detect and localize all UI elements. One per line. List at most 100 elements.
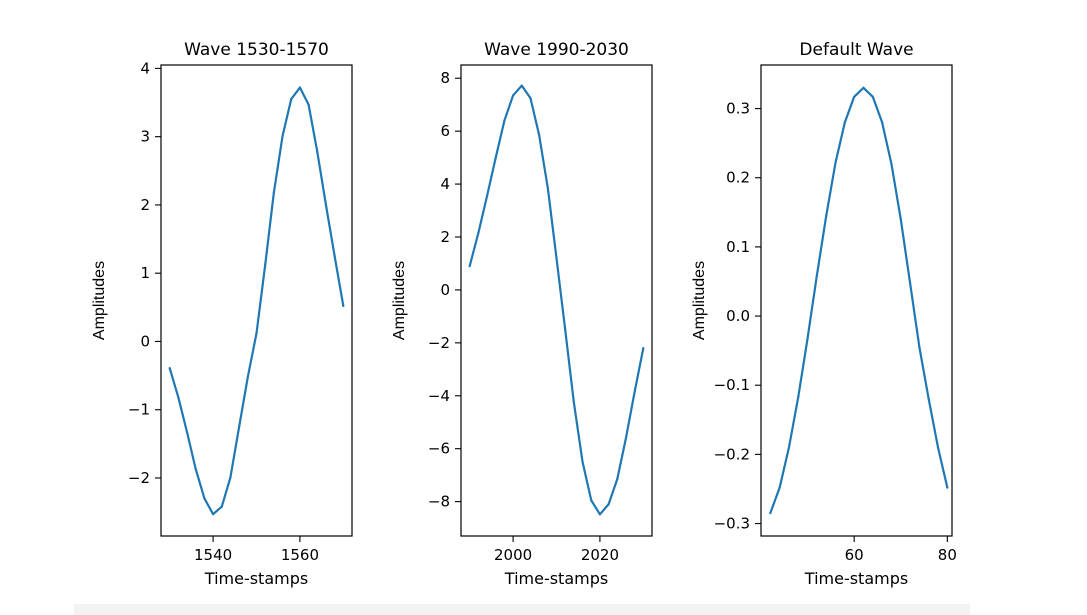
y-tick-label: 0.2 — [726, 169, 750, 187]
data-point — [168, 366, 171, 370]
wave-line — [769, 86, 949, 514]
data-point — [194, 468, 197, 471]
data-point — [485, 194, 489, 198]
data-point — [546, 186, 549, 190]
data-point — [616, 478, 619, 481]
wave-line — [468, 84, 645, 516]
data-point — [834, 161, 837, 164]
data-point — [797, 395, 800, 399]
y-tick-label: 4 — [140, 59, 150, 77]
data-point — [555, 257, 558, 260]
data-point — [806, 337, 809, 340]
y-tick-label: −2 — [428, 334, 450, 352]
data-point — [185, 431, 189, 434]
data-point — [564, 328, 567, 331]
subplot-title: Wave 1990-2030 — [484, 40, 629, 60]
data-point — [203, 497, 206, 500]
data-point — [229, 476, 232, 479]
data-point — [324, 203, 328, 207]
subplot-title: Wave 1530-1570 — [184, 40, 329, 60]
data-point — [316, 150, 319, 153]
y-tick-label: 0.0 — [726, 307, 750, 325]
y-tick-label: 0 — [140, 332, 150, 350]
y-tick-label: 0.3 — [726, 100, 750, 118]
y-tick-label: 3 — [140, 128, 150, 146]
x-axis-label: Time-stamps — [504, 569, 608, 588]
data-point — [572, 401, 575, 404]
y-tick-label: 1 — [140, 264, 150, 282]
data-point — [511, 94, 515, 97]
y-tick-label: −1 — [128, 401, 150, 419]
data-point — [624, 437, 628, 440]
y-tick-label: 2 — [140, 196, 150, 214]
data-point — [899, 218, 902, 221]
data-point — [255, 332, 258, 335]
data-point — [881, 121, 884, 124]
y-tick-label: −0.1 — [714, 376, 750, 394]
y-tick-label: −4 — [428, 387, 450, 405]
y-tick-label: 2 — [440, 228, 450, 246]
subplot-3: −0.3 −0.2 −0.1 0.0 0.1 0.2 0.3 60 80 Default Wave… — [691, 40, 957, 588]
data-point — [936, 446, 940, 449]
data-point — [815, 274, 819, 277]
y-tick-label: 0.1 — [726, 238, 750, 256]
y-tick-label: −2 — [128, 469, 150, 487]
data-point — [503, 119, 506, 122]
data-point — [862, 86, 865, 89]
data-point — [494, 156, 497, 159]
data-point — [211, 513, 215, 516]
data-point — [598, 513, 602, 516]
data-point — [769, 512, 772, 515]
y-axis-label: Amplitudes — [91, 261, 108, 340]
axes-frame — [760, 64, 953, 537]
data-point — [590, 499, 593, 502]
data-point — [238, 425, 241, 428]
data-point — [264, 263, 267, 267]
y-axis-label: Amplitudes — [691, 261, 708, 340]
data-point — [333, 255, 336, 258]
data-point — [298, 86, 302, 89]
axes-frame — [460, 64, 653, 537]
data-point — [946, 486, 949, 489]
data-point — [290, 98, 293, 101]
y-tick-label: −8 — [428, 493, 450, 511]
data-point — [853, 95, 856, 98]
subplot-title: Default Wave — [799, 40, 913, 60]
data-point — [220, 505, 223, 508]
subplot-1: −2 −1 0 1 2 3 4 1540 1560 Wave 1530-1570 Time-stam… — [91, 40, 353, 588]
data-point — [307, 103, 310, 106]
x-tick-label: 1540 — [194, 546, 232, 564]
data-point — [787, 446, 791, 449]
data-point — [843, 121, 846, 124]
data-point — [918, 346, 921, 349]
data-point — [927, 397, 930, 401]
x-axis-label: Time-stamps — [804, 569, 908, 588]
data-point — [778, 486, 781, 489]
data-point — [825, 214, 828, 217]
data-point — [342, 304, 345, 308]
horizontal-scroll-strip — [74, 604, 970, 615]
y-tick-label: −0.2 — [714, 445, 750, 463]
x-axis-label: Time-stamps — [204, 569, 308, 588]
data-point — [642, 347, 645, 350]
data-point — [908, 281, 912, 284]
x-tick-label: 2020 — [581, 546, 619, 564]
data-point — [272, 191, 275, 194]
x-tick-label: 1560 — [281, 546, 319, 564]
data-point — [468, 265, 471, 268]
data-point — [281, 134, 284, 138]
x-tick-label: 2000 — [494, 546, 532, 564]
x-tick-label: 80 — [938, 546, 957, 564]
data-point — [890, 162, 893, 165]
data-point — [871, 95, 874, 98]
y-tick-label: 6 — [440, 122, 450, 140]
data-point — [538, 134, 541, 137]
y-tick-label: −6 — [428, 440, 450, 458]
subplot-2: −8 −6 −4 −2 0 2 4 6 8 2000 2020 Wave 1990-2030 Time-… — [391, 40, 653, 588]
y-tick-label: −0.3 — [714, 515, 750, 533]
data-point — [520, 84, 523, 87]
y-tick-label: 8 — [440, 69, 450, 87]
data-point — [633, 390, 636, 393]
data-point — [607, 503, 610, 506]
data-point — [581, 460, 584, 464]
